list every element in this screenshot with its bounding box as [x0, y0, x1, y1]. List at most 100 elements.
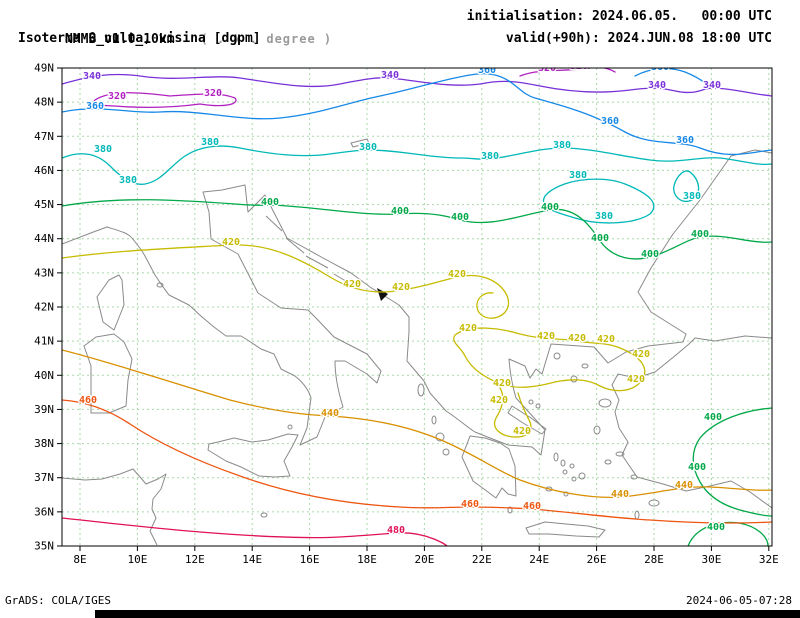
contour-label: 400 [707, 522, 725, 533]
contour-label: 480 [387, 525, 405, 536]
contour-label: 460 [461, 499, 479, 510]
contour-label: 380 [359, 142, 377, 153]
island-euboea [507, 405, 547, 435]
contour-value-labels: 320 320 320 320 340 340 340 340 360 360 360 360 360 3… [78, 61, 727, 537]
y-axis-label: 40N [34, 369, 54, 382]
contour-label: 380 [553, 140, 571, 151]
lake-balaton [350, 138, 370, 148]
contour-label: 420 [632, 349, 650, 360]
model-name: NMMB_v1.0_10km [64, 32, 175, 47]
lat-lon-grid [62, 68, 772, 546]
contour-label: 420 [513, 426, 531, 437]
x-axis-label: 18E [357, 553, 377, 566]
contour-label: 400 [591, 233, 609, 244]
island [417, 383, 425, 397]
y-axis-label: 38N [34, 437, 54, 450]
island [528, 399, 534, 405]
island [581, 363, 589, 369]
x-axis-label: 12E [185, 553, 205, 566]
island [563, 491, 569, 497]
contour-label: 420 [448, 269, 466, 280]
x-axis-label: 14E [242, 553, 262, 566]
island [560, 459, 566, 467]
island [569, 463, 575, 469]
island [593, 425, 601, 435]
y-axis-label: 39N [34, 403, 54, 416]
contour-380-main [62, 145, 772, 185]
island [630, 474, 638, 480]
island [648, 499, 660, 507]
contour-label: 320 [108, 91, 126, 102]
contour-label: 360 [651, 62, 669, 73]
island [545, 486, 553, 492]
contour-label: 320 [570, 61, 588, 72]
contour-label: 420 [222, 237, 240, 248]
contour-460-main [62, 399, 772, 524]
contour-label: 400 [688, 462, 706, 473]
island [535, 403, 541, 409]
contour-label: 380 [683, 191, 701, 202]
contour-label: 440 [675, 480, 693, 491]
contour-label: 360 [601, 116, 619, 127]
contour-label: 340 [83, 71, 101, 82]
x-axis-label: 26E [587, 553, 607, 566]
contour-420-balkan-loop [453, 327, 646, 392]
footer-bar [95, 610, 800, 618]
contour-380-east-loop [673, 170, 700, 202]
y-axis-label: 44N [34, 232, 54, 245]
contour-label: 440 [611, 489, 629, 500]
island [287, 424, 293, 430]
island [435, 432, 445, 442]
contour-label: 400 [451, 212, 469, 223]
contour-360-corner [634, 68, 706, 84]
y-axis-label: 37N [34, 471, 54, 484]
contour-label: 420 [459, 323, 477, 334]
island [598, 398, 612, 408]
island [604, 459, 612, 465]
contour-label: 460 [79, 395, 97, 406]
contour-label: 340 [703, 80, 721, 91]
island [265, 215, 283, 232]
x-axis-label: 22E [472, 553, 492, 566]
contour-440-main [62, 349, 772, 498]
island [553, 352, 561, 360]
contour-360-main [62, 72, 772, 156]
contour-label: 380 [481, 151, 499, 162]
island [507, 506, 513, 514]
contour-label: 420 [490, 395, 508, 406]
y-axis-label: 41N [34, 335, 54, 348]
y-axis-label: 49N [34, 62, 54, 75]
contour-400-southeast-2 [687, 521, 769, 546]
x-axis-label: 16E [300, 553, 320, 566]
contour-400-main [62, 199, 772, 260]
island [431, 415, 437, 425]
contour-label: 340 [648, 80, 666, 91]
contour-label: 420 [627, 374, 645, 385]
contour-320-alps-loop [93, 92, 237, 108]
contour-420-greece-tongue [494, 387, 532, 438]
contour-label: 420 [343, 279, 361, 290]
x-axis-label: 24E [529, 553, 549, 566]
island-sicily [207, 433, 299, 478]
contour-label: 380 [94, 144, 112, 155]
contour-label: 400 [704, 412, 722, 423]
field-title: Isoterma 0 nulta, visina [dgpm] [18, 31, 261, 46]
contour-label: 420 [568, 333, 586, 344]
contour-label: 360 [478, 65, 496, 76]
contour-label: 340 [381, 70, 399, 81]
island-sardinia [83, 333, 133, 414]
island [305, 255, 329, 269]
island-crete [525, 521, 606, 538]
coastline-tunisia [62, 468, 167, 546]
contour-label: 460 [523, 501, 541, 512]
contour-label: 380 [119, 175, 137, 186]
contour-label: 400 [391, 206, 409, 217]
contour-label: 320 [204, 88, 222, 99]
contour-label: 400 [541, 202, 559, 213]
dalmatian-islands [265, 215, 355, 287]
contour-label: 380 [595, 211, 613, 222]
island [442, 448, 450, 456]
y-axis-label: 42N [34, 301, 54, 314]
